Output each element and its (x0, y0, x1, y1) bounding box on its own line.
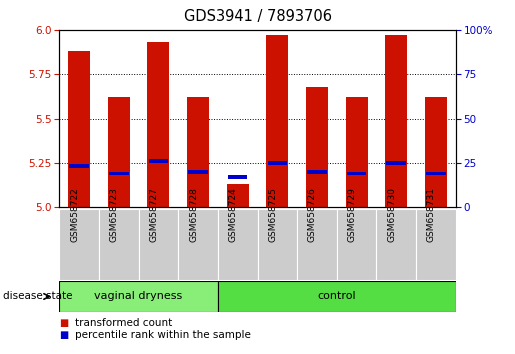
Bar (69, 164, 89, 169)
Bar (187, 97, 209, 207)
Bar (228, 175, 248, 179)
Bar (347, 171, 367, 175)
Bar (307, 170, 327, 173)
Bar (227, 184, 249, 207)
Bar (99, 209, 139, 280)
Text: GSM658730: GSM658730 (387, 187, 397, 242)
Bar (337, 209, 376, 280)
Bar (386, 161, 406, 165)
Bar (178, 209, 218, 280)
Text: GSM658726: GSM658726 (308, 187, 317, 242)
Bar (426, 171, 446, 175)
Bar (266, 35, 288, 207)
Text: vaginal dryness: vaginal dryness (94, 291, 183, 302)
Bar (376, 209, 416, 280)
Bar (267, 161, 287, 165)
Text: GSM658723: GSM658723 (110, 187, 118, 242)
Text: GSM658729: GSM658729 (348, 187, 356, 242)
Text: GSM658722: GSM658722 (70, 187, 79, 242)
Text: transformed count: transformed count (75, 318, 172, 328)
Text: control: control (317, 291, 356, 302)
Text: ■: ■ (59, 330, 68, 339)
Bar (297, 209, 337, 280)
Bar (68, 51, 90, 207)
Text: GSM658724: GSM658724 (229, 187, 238, 242)
Text: GSM658728: GSM658728 (189, 187, 198, 242)
Bar (346, 97, 368, 207)
Text: GSM658725: GSM658725 (268, 187, 277, 242)
Text: GSM658731: GSM658731 (427, 187, 436, 242)
Text: ■: ■ (59, 318, 68, 328)
Bar (258, 209, 297, 280)
Bar (148, 159, 168, 163)
Bar (416, 209, 456, 280)
Bar (147, 42, 169, 207)
Text: percentile rank within the sample: percentile rank within the sample (75, 330, 251, 339)
Bar (306, 87, 328, 207)
Bar (109, 171, 129, 175)
Bar (108, 97, 130, 207)
Bar (59, 209, 99, 280)
Text: disease state: disease state (3, 291, 72, 302)
Bar (188, 170, 208, 173)
Text: GDS3941 / 7893706: GDS3941 / 7893706 (183, 9, 332, 24)
Bar (59, 281, 218, 312)
Text: GSM658727: GSM658727 (149, 187, 159, 242)
Bar (139, 209, 178, 280)
Bar (385, 35, 407, 207)
Bar (218, 281, 456, 312)
Bar (425, 97, 447, 207)
Bar (218, 209, 258, 280)
